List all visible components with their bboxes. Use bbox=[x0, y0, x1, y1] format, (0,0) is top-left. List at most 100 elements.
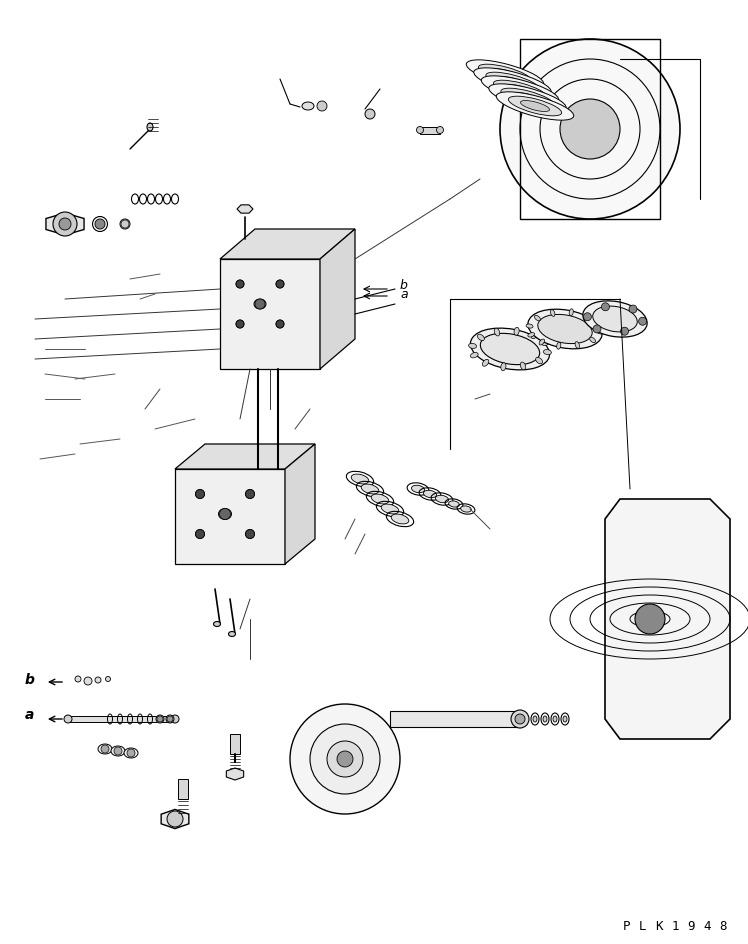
Ellipse shape bbox=[120, 220, 130, 229]
Bar bbox=[492, 714, 496, 725]
Ellipse shape bbox=[491, 70, 520, 80]
Bar bbox=[474, 714, 478, 725]
Ellipse shape bbox=[496, 93, 574, 121]
Ellipse shape bbox=[466, 60, 544, 89]
Circle shape bbox=[157, 716, 163, 722]
Circle shape bbox=[219, 509, 230, 520]
Ellipse shape bbox=[411, 486, 425, 493]
Ellipse shape bbox=[538, 315, 592, 345]
Ellipse shape bbox=[195, 490, 204, 499]
Bar bbox=[480, 714, 484, 725]
Ellipse shape bbox=[488, 85, 566, 113]
Text: b: b bbox=[25, 672, 35, 686]
Circle shape bbox=[621, 328, 628, 336]
Ellipse shape bbox=[93, 217, 108, 232]
Ellipse shape bbox=[501, 89, 554, 109]
Ellipse shape bbox=[147, 124, 153, 132]
Ellipse shape bbox=[437, 127, 444, 134]
Text: b: b bbox=[400, 279, 408, 293]
Ellipse shape bbox=[494, 81, 547, 101]
Ellipse shape bbox=[506, 86, 535, 96]
Polygon shape bbox=[161, 810, 188, 829]
Circle shape bbox=[245, 530, 254, 539]
Bar bbox=[462, 714, 466, 725]
Polygon shape bbox=[605, 499, 730, 739]
Circle shape bbox=[167, 716, 173, 722]
Bar bbox=[504, 714, 508, 725]
Ellipse shape bbox=[531, 332, 538, 339]
Ellipse shape bbox=[498, 77, 527, 89]
Ellipse shape bbox=[553, 716, 557, 722]
Bar bbox=[420, 127, 440, 135]
Ellipse shape bbox=[583, 301, 647, 338]
Circle shape bbox=[84, 677, 92, 685]
Circle shape bbox=[167, 811, 183, 827]
Ellipse shape bbox=[371, 495, 389, 504]
Ellipse shape bbox=[228, 632, 236, 637]
Ellipse shape bbox=[236, 280, 244, 289]
Circle shape bbox=[593, 326, 601, 333]
Circle shape bbox=[639, 318, 646, 326]
Circle shape bbox=[635, 604, 665, 634]
Ellipse shape bbox=[276, 321, 284, 329]
Ellipse shape bbox=[536, 358, 542, 364]
Text: 4: 4 bbox=[703, 919, 711, 932]
Circle shape bbox=[245, 490, 254, 499]
Text: 9: 9 bbox=[687, 919, 695, 932]
Text: K: K bbox=[655, 919, 663, 932]
Circle shape bbox=[236, 280, 244, 289]
Polygon shape bbox=[220, 260, 320, 370]
Polygon shape bbox=[68, 716, 175, 722]
Polygon shape bbox=[320, 229, 355, 370]
Circle shape bbox=[75, 676, 81, 683]
Ellipse shape bbox=[254, 299, 266, 310]
Circle shape bbox=[317, 102, 327, 112]
Circle shape bbox=[601, 303, 610, 312]
Ellipse shape bbox=[589, 338, 595, 344]
Bar bbox=[178, 779, 188, 800]
Ellipse shape bbox=[423, 491, 437, 498]
Ellipse shape bbox=[417, 127, 423, 134]
Bar bbox=[420, 714, 424, 725]
Ellipse shape bbox=[245, 530, 254, 539]
Ellipse shape bbox=[381, 504, 399, 514]
Circle shape bbox=[105, 677, 111, 682]
Ellipse shape bbox=[539, 340, 545, 346]
Ellipse shape bbox=[213, 622, 221, 627]
Circle shape bbox=[365, 110, 375, 120]
Circle shape bbox=[53, 212, 77, 237]
Circle shape bbox=[195, 490, 204, 499]
Circle shape bbox=[195, 530, 204, 539]
Circle shape bbox=[276, 321, 284, 329]
Text: a: a bbox=[25, 707, 34, 721]
Ellipse shape bbox=[477, 335, 485, 342]
Ellipse shape bbox=[557, 343, 561, 350]
Ellipse shape bbox=[468, 344, 476, 349]
Circle shape bbox=[255, 299, 265, 310]
Ellipse shape bbox=[218, 509, 231, 520]
Ellipse shape bbox=[482, 360, 488, 367]
Text: a: a bbox=[400, 288, 408, 301]
Ellipse shape bbox=[435, 496, 449, 503]
Polygon shape bbox=[227, 768, 244, 780]
Ellipse shape bbox=[586, 313, 591, 320]
Bar bbox=[456, 714, 460, 725]
Ellipse shape bbox=[509, 97, 562, 117]
Ellipse shape bbox=[391, 514, 408, 524]
Polygon shape bbox=[175, 445, 315, 469]
Circle shape bbox=[310, 724, 380, 794]
Bar bbox=[468, 714, 472, 725]
Ellipse shape bbox=[470, 353, 478, 359]
Ellipse shape bbox=[494, 329, 500, 337]
Ellipse shape bbox=[470, 329, 550, 370]
Circle shape bbox=[337, 751, 353, 767]
Bar bbox=[498, 714, 502, 725]
Ellipse shape bbox=[361, 484, 378, 495]
Ellipse shape bbox=[563, 716, 567, 722]
Ellipse shape bbox=[195, 530, 204, 539]
Circle shape bbox=[327, 741, 363, 777]
Circle shape bbox=[276, 280, 284, 289]
Ellipse shape bbox=[521, 362, 526, 370]
Ellipse shape bbox=[461, 506, 471, 513]
Ellipse shape bbox=[535, 316, 540, 322]
